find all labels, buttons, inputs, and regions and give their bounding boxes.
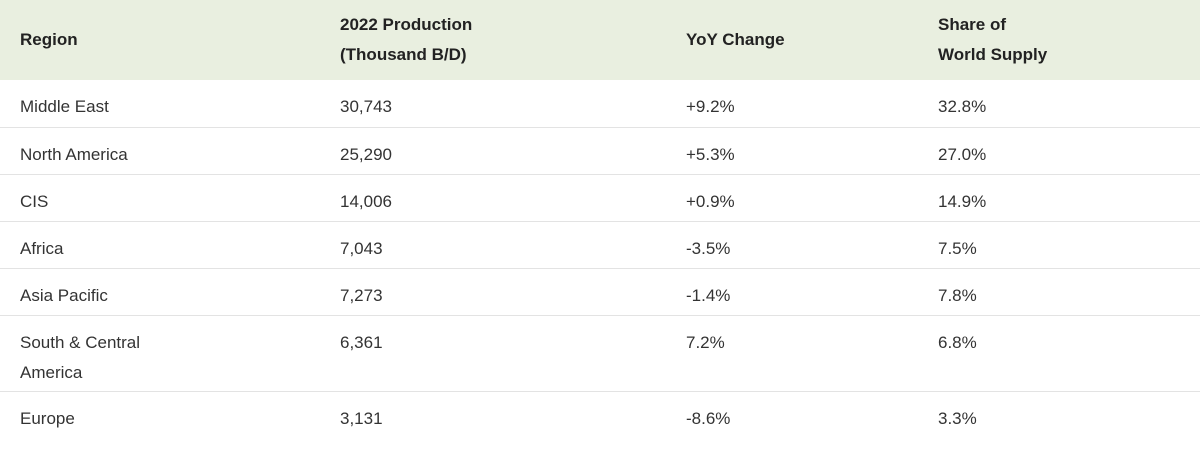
header-production-line1: 2022 Production <box>340 15 473 34</box>
cell-yoy-change: -1.4% <box>672 268 924 316</box>
header-yoy-label: YoY Change <box>686 30 785 49</box>
header-yoy-change: YoY Change <box>672 0 924 80</box>
cell-region: CIS <box>0 174 326 222</box>
cell-share: 27.0% <box>924 127 1200 175</box>
cell-region-line2: America <box>20 362 83 382</box>
cell-production: 7,043 <box>326 221 672 269</box>
cell-production: 25,290 <box>326 127 672 175</box>
production-table: Region 2022 Production (Thousand B/D) YoY… <box>0 0 1200 438</box>
cell-region: Africa <box>0 221 326 269</box>
cell-share: 14.9% <box>924 174 1200 222</box>
header-row: Region 2022 Production (Thousand B/D) YoY… <box>0 0 1200 80</box>
cell-production: 3,131 <box>340 408 383 428</box>
cell-production: 7,273 <box>326 268 672 316</box>
cell-production: 30,743 <box>326 80 672 128</box>
cell-share: 7.5% <box>924 221 1200 269</box>
cell-yoy-change: -8.6% <box>686 408 731 428</box>
table-row: Africa 7,043 -3.5% 7.5% <box>0 221 1200 269</box>
cell-yoy-change: +0.9% <box>672 174 924 222</box>
header-share: Share of World Supply <box>924 0 1200 80</box>
table-header: Region 2022 Production (Thousand B/D) YoY… <box>0 0 1200 80</box>
cell-production: 14,006 <box>326 174 672 222</box>
cell-yoy-change: -3.5% <box>672 221 924 269</box>
cell-share: 32.8% <box>924 80 1200 128</box>
cell-yoy-change: +5.3% <box>672 127 924 175</box>
cell-yoy-change: 7.2% <box>672 315 924 392</box>
table-row: North America 25,290 +5.3% 27.0% <box>0 127 1200 175</box>
table-row: Middle East 30,743 +9.2% 32.8% <box>0 80 1200 128</box>
cell-region: South & Central America <box>0 315 326 392</box>
header-share-line1: Share of <box>938 15 1007 34</box>
cell-region: Asia Pacific <box>0 268 326 316</box>
cell-share: 3.3% <box>938 408 977 428</box>
header-production: 2022 Production (Thousand B/D) <box>326 0 672 80</box>
header-region-label: Region <box>20 30 78 49</box>
table-body: Middle East 30,743 +9.2% 32.8% North Ame… <box>0 80 1200 438</box>
cell-share: 7.8% <box>924 268 1200 316</box>
header-production-line2: (Thousand B/D) <box>340 45 467 64</box>
cell-region: North America <box>0 127 326 175</box>
table-row: Europe 3,131 -8.6% 3.3% <box>0 391 1200 438</box>
cell-region: Middle East <box>0 80 326 128</box>
cell-yoy-change: +9.2% <box>672 80 924 128</box>
cell-region-line1: South & Central <box>20 332 141 352</box>
cell-production: 6,361 <box>326 315 672 392</box>
table-row: South & Central America 6,361 7.2% 6.8% <box>0 315 1200 392</box>
cell-share: 6.8% <box>924 315 1200 392</box>
cell-region: Europe <box>20 408 75 428</box>
header-region: Region <box>0 0 326 80</box>
table-row: Asia Pacific 7,273 -1.4% 7.8% <box>0 268 1200 316</box>
table-row: CIS 14,006 +0.9% 14.9% <box>0 174 1200 222</box>
header-share-line2: World Supply <box>938 45 1048 64</box>
